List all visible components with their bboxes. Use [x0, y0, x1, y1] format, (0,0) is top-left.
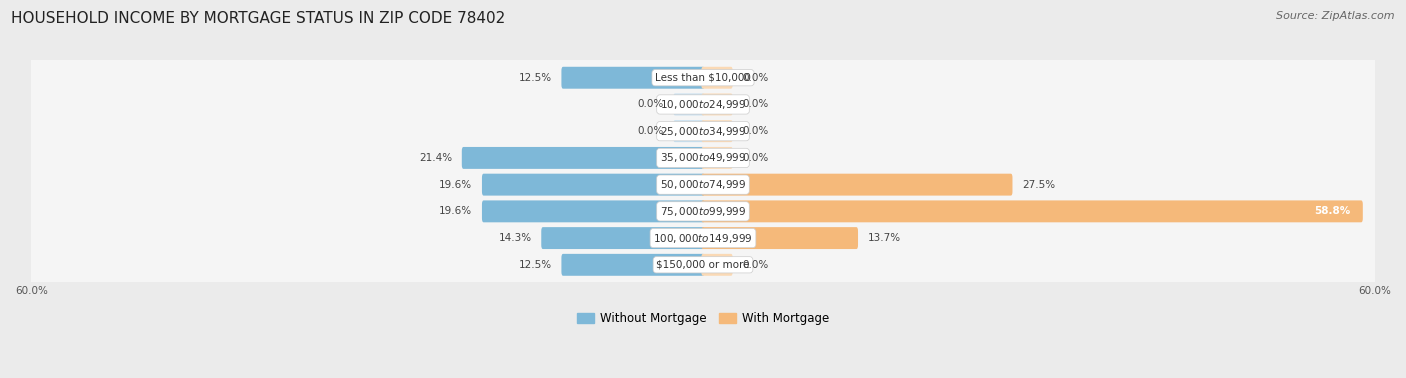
FancyBboxPatch shape: [31, 166, 1378, 206]
Text: 27.5%: 27.5%: [1022, 180, 1054, 190]
FancyBboxPatch shape: [702, 227, 858, 249]
Text: 14.3%: 14.3%: [499, 233, 531, 243]
Text: $25,000 to $34,999: $25,000 to $34,999: [659, 125, 747, 138]
Text: 58.8%: 58.8%: [1313, 206, 1350, 216]
Text: 0.0%: 0.0%: [742, 126, 769, 136]
Text: 19.6%: 19.6%: [439, 180, 472, 190]
FancyBboxPatch shape: [30, 85, 1376, 124]
FancyBboxPatch shape: [702, 93, 733, 115]
FancyBboxPatch shape: [30, 138, 1376, 178]
Text: 12.5%: 12.5%: [519, 73, 553, 83]
FancyBboxPatch shape: [31, 113, 1378, 152]
FancyBboxPatch shape: [482, 200, 704, 222]
FancyBboxPatch shape: [702, 67, 733, 89]
Text: Source: ZipAtlas.com: Source: ZipAtlas.com: [1277, 11, 1395, 21]
Legend: Without Mortgage, With Mortgage: Without Mortgage, With Mortgage: [576, 312, 830, 325]
Text: 0.0%: 0.0%: [742, 99, 769, 110]
FancyBboxPatch shape: [30, 245, 1376, 285]
Text: 0.0%: 0.0%: [742, 73, 769, 83]
Text: 19.6%: 19.6%: [439, 206, 472, 216]
Text: 12.5%: 12.5%: [519, 260, 553, 270]
Text: 21.4%: 21.4%: [419, 153, 453, 163]
Text: 0.0%: 0.0%: [637, 99, 664, 110]
Text: $35,000 to $49,999: $35,000 to $49,999: [659, 152, 747, 164]
FancyBboxPatch shape: [30, 218, 1376, 258]
FancyBboxPatch shape: [461, 147, 704, 169]
FancyBboxPatch shape: [31, 86, 1378, 125]
Text: HOUSEHOLD INCOME BY MORTGAGE STATUS IN ZIP CODE 78402: HOUSEHOLD INCOME BY MORTGAGE STATUS IN Z…: [11, 11, 506, 26]
Text: Less than $10,000: Less than $10,000: [655, 73, 751, 83]
FancyBboxPatch shape: [561, 67, 704, 89]
FancyBboxPatch shape: [31, 59, 1378, 99]
FancyBboxPatch shape: [702, 174, 1012, 195]
Text: $50,000 to $74,999: $50,000 to $74,999: [659, 178, 747, 191]
Text: $75,000 to $99,999: $75,000 to $99,999: [659, 205, 747, 218]
FancyBboxPatch shape: [702, 200, 1362, 222]
FancyBboxPatch shape: [561, 254, 704, 276]
Text: 0.0%: 0.0%: [742, 260, 769, 270]
FancyBboxPatch shape: [541, 227, 704, 249]
Text: 0.0%: 0.0%: [637, 126, 664, 136]
FancyBboxPatch shape: [31, 193, 1378, 232]
FancyBboxPatch shape: [702, 147, 733, 169]
FancyBboxPatch shape: [31, 139, 1378, 179]
FancyBboxPatch shape: [702, 120, 733, 142]
FancyBboxPatch shape: [31, 219, 1378, 259]
Text: 13.7%: 13.7%: [868, 233, 901, 243]
FancyBboxPatch shape: [482, 174, 704, 195]
Text: $150,000 or more: $150,000 or more: [657, 260, 749, 270]
FancyBboxPatch shape: [673, 120, 704, 142]
FancyBboxPatch shape: [30, 192, 1376, 231]
FancyBboxPatch shape: [31, 246, 1378, 286]
Text: $10,000 to $24,999: $10,000 to $24,999: [659, 98, 747, 111]
FancyBboxPatch shape: [30, 112, 1376, 151]
FancyBboxPatch shape: [30, 58, 1376, 98]
FancyBboxPatch shape: [673, 93, 704, 115]
Text: $100,000 to $149,999: $100,000 to $149,999: [654, 232, 752, 245]
FancyBboxPatch shape: [30, 165, 1376, 204]
Text: 0.0%: 0.0%: [742, 153, 769, 163]
FancyBboxPatch shape: [702, 254, 733, 276]
